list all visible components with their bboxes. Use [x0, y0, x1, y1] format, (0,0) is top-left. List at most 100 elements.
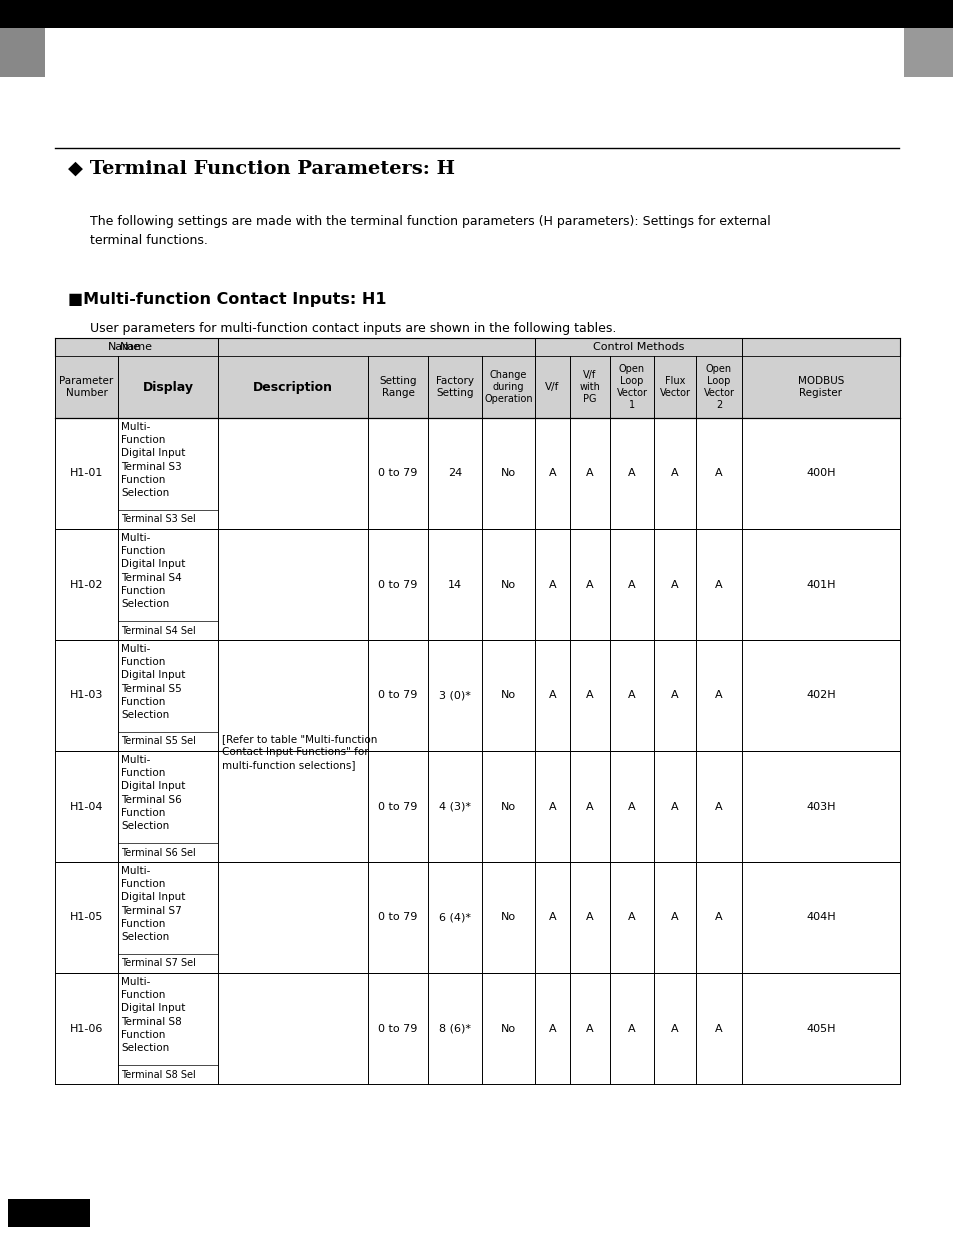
Text: 0 to 79: 0 to 79 [378, 913, 417, 923]
Text: No: No [500, 468, 516, 478]
Text: 0 to 79: 0 to 79 [378, 468, 417, 478]
Bar [55, 751, 899, 862]
Text: [Refer to table "Multi-function
Contact Input Functions" for
multi-function sele: [Refer to table "Multi-function Contact … [222, 734, 377, 771]
Bar [0, 22, 45, 77]
Text: A: A [627, 1024, 635, 1034]
Text: 402H: 402H [805, 690, 835, 700]
Text: Terminal S3 Sel: Terminal S3 Sel [121, 515, 195, 525]
Text: User parameters for multi-function contact inputs are shown in the following tab: User parameters for multi-function conta… [90, 322, 616, 335]
Text: 0 to 79: 0 to 79 [378, 1024, 417, 1034]
Text: 0 to 79: 0 to 79 [378, 802, 417, 811]
Text: Open
Loop
Vector
2: Open Loop Vector 2 [702, 364, 734, 410]
Text: Name: Name [108, 342, 141, 352]
Text: ◆ Terminal Function Parameters: H: ◆ Terminal Function Parameters: H [68, 161, 455, 178]
Text: 3 (0)*: 3 (0)* [438, 690, 471, 700]
Text: A: A [715, 579, 722, 589]
Text: Terminal S8 Sel: Terminal S8 Sel [121, 1070, 195, 1079]
Text: A: A [548, 1024, 556, 1034]
Bar [55, 529, 899, 640]
Text: 5-50: 5-50 [30, 1205, 68, 1220]
Text: 8 (6)*: 8 (6)* [438, 1024, 471, 1034]
Text: 400H: 400H [805, 468, 835, 478]
Bar [55, 862, 899, 973]
Text: A: A [671, 690, 679, 700]
Text: A: A [627, 579, 635, 589]
Text: Multi-
Function
Digital Input
Terminal S8
Function
Selection: Multi- Function Digital Input Terminal S… [121, 977, 185, 1053]
Bar [903, 22, 953, 77]
Text: Description: Description [253, 380, 333, 394]
Text: A: A [715, 690, 722, 700]
Text: 14: 14 [448, 579, 461, 589]
Text: A: A [548, 468, 556, 478]
Text: H1-04: H1-04 [70, 802, 103, 811]
Text: A: A [548, 913, 556, 923]
Text: H1-06: H1-06 [70, 1024, 103, 1034]
Bar [55, 640, 899, 751]
Text: No: No [500, 1024, 516, 1034]
Text: A: A [627, 468, 635, 478]
Text: V/f: V/f [545, 382, 559, 391]
Text: 4 (3)*: 4 (3)* [438, 802, 471, 811]
Text: No: No [500, 690, 516, 700]
Text: H1-01: H1-01 [70, 468, 103, 478]
Text: Open
Loop
Vector
1: Open Loop Vector 1 [616, 364, 647, 410]
Text: Multi-
Function
Digital Input
Terminal S5
Function
Selection: Multi- Function Digital Input Terminal S… [121, 643, 185, 720]
Text: MODBUS
Register: MODBUS Register [797, 375, 843, 398]
Text: A: A [715, 913, 722, 923]
Text: 403H: 403H [805, 802, 835, 811]
Text: A: A [671, 913, 679, 923]
Text: Multi-
Function
Digital Input
Terminal S3
Function
Selection: Multi- Function Digital Input Terminal S… [121, 422, 185, 498]
Text: A: A [627, 913, 635, 923]
Text: 0 to 79: 0 to 79 [378, 690, 417, 700]
Text: Name: Name [120, 342, 152, 352]
Text: Control Methods: Control Methods [592, 342, 683, 352]
Text: A: A [585, 468, 593, 478]
Text: A: A [585, 802, 593, 811]
Text: Multi-
Function
Digital Input
Terminal S6
Function
Selection: Multi- Function Digital Input Terminal S… [121, 755, 185, 831]
Text: A: A [585, 579, 593, 589]
Text: No: No [500, 579, 516, 589]
Text: A: A [585, 1024, 593, 1034]
Text: A: A [715, 1024, 722, 1034]
Text: No: No [500, 913, 516, 923]
Text: Setting
Range: Setting Range [379, 375, 416, 398]
Text: 405H: 405H [805, 1024, 835, 1034]
Text: Display: Display [142, 380, 193, 394]
Text: A: A [715, 802, 722, 811]
Text: A: A [585, 913, 593, 923]
Text: A: A [671, 468, 679, 478]
Bar [55, 338, 899, 356]
Text: Flux
Vector: Flux Vector [659, 375, 690, 398]
Text: A: A [548, 579, 556, 589]
Text: H1-03: H1-03 [70, 690, 103, 700]
Text: 404H: 404H [805, 913, 835, 923]
Text: Multi-
Function
Digital Input
Terminal S4
Function
Selection: Multi- Function Digital Input Terminal S… [121, 534, 185, 609]
Text: The following settings are made with the terminal function parameters (H paramet: The following settings are made with the… [90, 215, 770, 247]
Text: 24: 24 [447, 468, 461, 478]
Text: A: A [671, 1024, 679, 1034]
Text: Multi-
Function
Digital Input
Terminal S7
Function
Selection: Multi- Function Digital Input Terminal S… [121, 866, 185, 942]
Text: A: A [627, 802, 635, 811]
Text: 401H: 401H [805, 579, 835, 589]
Text: Parameter
Number: Parameter Number [59, 375, 113, 398]
Bar [8, 1199, 90, 1228]
Text: A: A [715, 468, 722, 478]
Text: ■Multi-function Contact Inputs: H1: ■Multi-function Contact Inputs: H1 [68, 291, 386, 308]
Text: Terminal S6 Sel: Terminal S6 Sel [121, 847, 195, 857]
Text: No: No [500, 802, 516, 811]
Text: A: A [671, 802, 679, 811]
Bar [55, 417, 899, 529]
Text: Factory
Setting: Factory Setting [436, 375, 474, 398]
Bar [0, 0, 953, 28]
Text: Terminal S7 Sel: Terminal S7 Sel [121, 958, 195, 968]
Text: H1-02: H1-02 [70, 579, 103, 589]
Text: 0 to 79: 0 to 79 [378, 579, 417, 589]
Text: A: A [585, 690, 593, 700]
Text: A: A [548, 690, 556, 700]
Bar [55, 973, 899, 1084]
Text: A: A [548, 802, 556, 811]
Bar [55, 356, 899, 417]
Text: A: A [627, 690, 635, 700]
Text: Terminal S5 Sel: Terminal S5 Sel [121, 736, 195, 746]
Text: H1-05: H1-05 [70, 913, 103, 923]
